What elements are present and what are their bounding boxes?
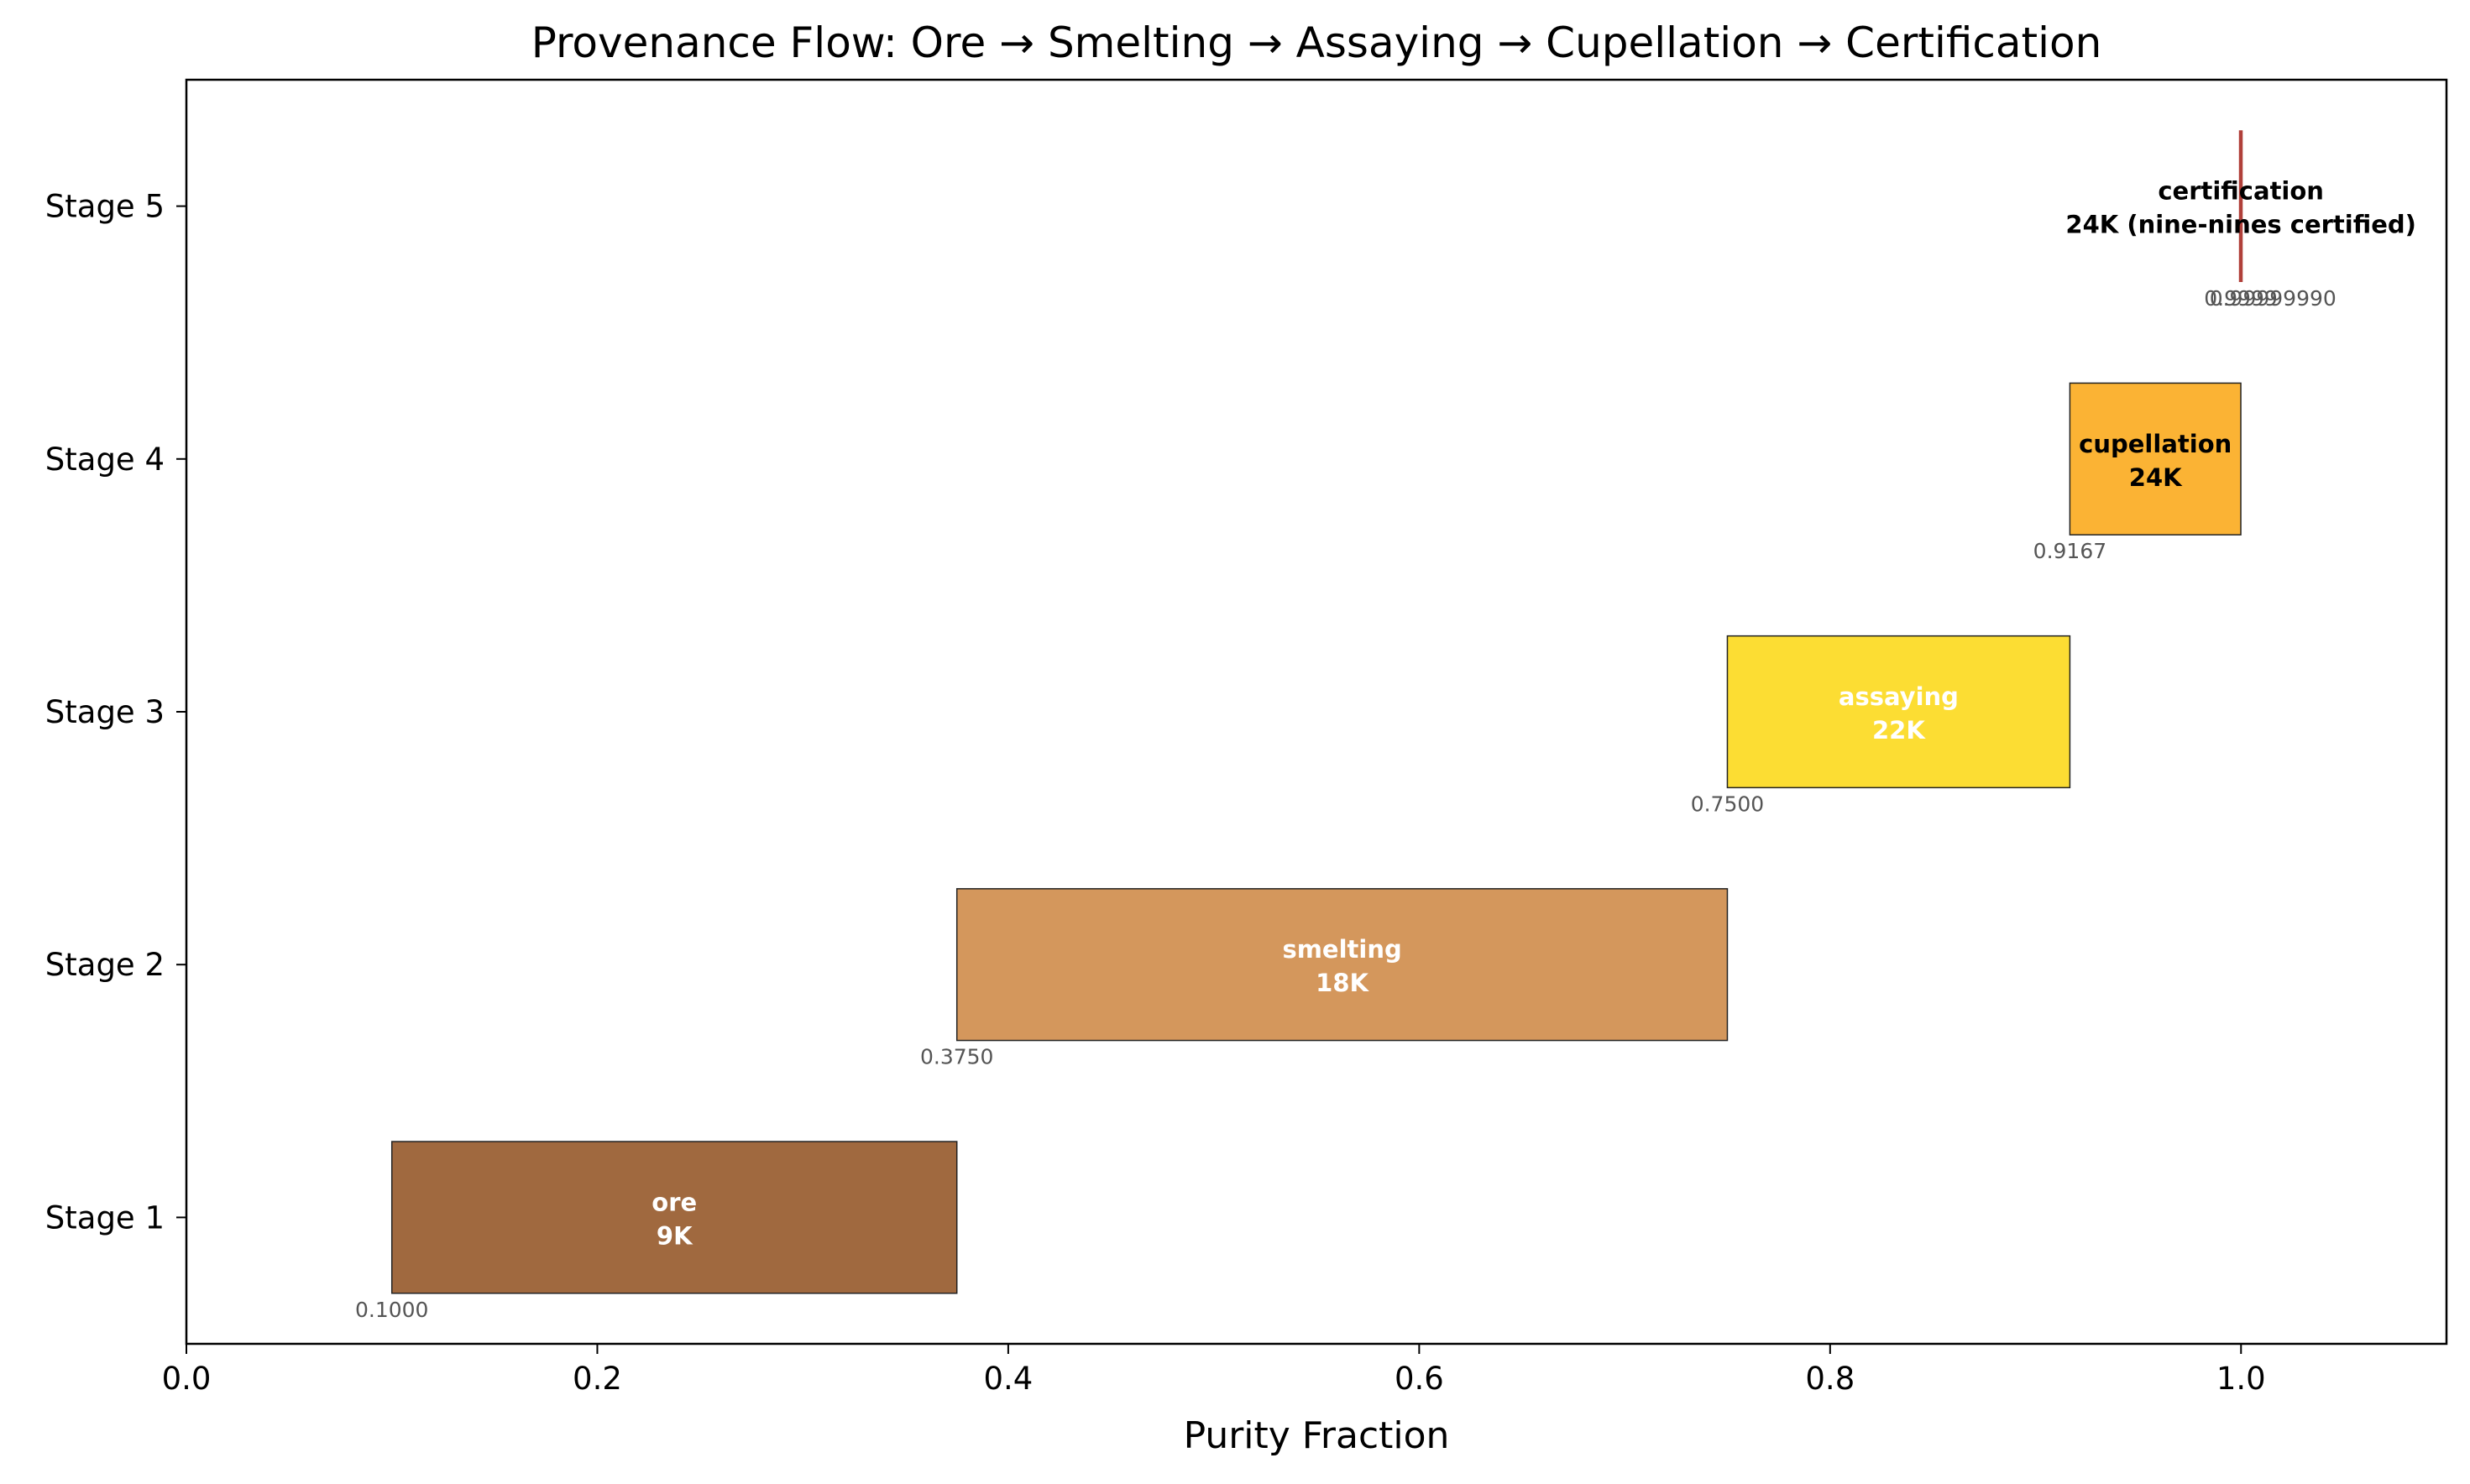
start-value-label: 0.9167 (2033, 539, 2106, 563)
chart-title: Provenance Flow: Ore → Smelting → Assayi… (531, 18, 2102, 67)
bar-label-grade: 24K (nine-nines certified) (2065, 211, 2416, 239)
y-tick-label: Stage 4 (45, 442, 165, 478)
y-tick-label: Stage 1 (45, 1199, 165, 1236)
bar-label-name: assaying (1839, 682, 1959, 711)
x-axis-label: Purity Fraction (1184, 1414, 1450, 1457)
bar-label-grade: 22K (1872, 716, 1926, 745)
y-tick-label: Stage 5 (45, 189, 165, 225)
x-tick-label: 0.4 (983, 1361, 1033, 1397)
start-value-label: 0.1000 (355, 1298, 428, 1322)
bar-label-grade: 24K (2129, 463, 2183, 492)
x-tick-label: 0.2 (573, 1361, 622, 1397)
bar-label-grade: 18K (1316, 969, 1369, 997)
start-value-label: 0.7500 (1691, 792, 1764, 816)
bars-layer: ore 9K 0.1000 smelting 18K 0.3750 assaying 22K 0… (355, 130, 2416, 1322)
bar-label-grade: 9K (657, 1221, 693, 1250)
bar-label-name: ore (652, 1188, 697, 1216)
bar-cupellation (2069, 382, 2242, 536)
x-tick-label: 0.8 (1805, 1361, 1855, 1397)
y-tick-label: Stage 2 (45, 947, 165, 983)
x-tick-label: 0.6 (1395, 1361, 1444, 1397)
end-value-label: 0.99999990 (2210, 286, 2337, 311)
bar-assaying (1726, 635, 2071, 789)
bar-ore (390, 1141, 958, 1294)
start-value-label: 0.3750 (920, 1045, 993, 1069)
bar-label-name: cupellation (2079, 430, 2232, 458)
start-value-label: 0.9999 (2204, 286, 2277, 311)
bar-label-name: smelting (1282, 935, 1401, 964)
bar-smelting (955, 888, 1729, 1042)
y-tick-label: Stage 3 (45, 694, 165, 730)
x-tick-label: 1.0 (2216, 1361, 2266, 1397)
bar-label-name: certification (2158, 177, 2324, 206)
x-tick-label: 0.0 (162, 1361, 212, 1397)
axes-layer: 0.0 0.2 0.4 0.6 0.8 1.0 Stage 1 Stage 2 Stage 3 S… (45, 189, 2266, 1397)
